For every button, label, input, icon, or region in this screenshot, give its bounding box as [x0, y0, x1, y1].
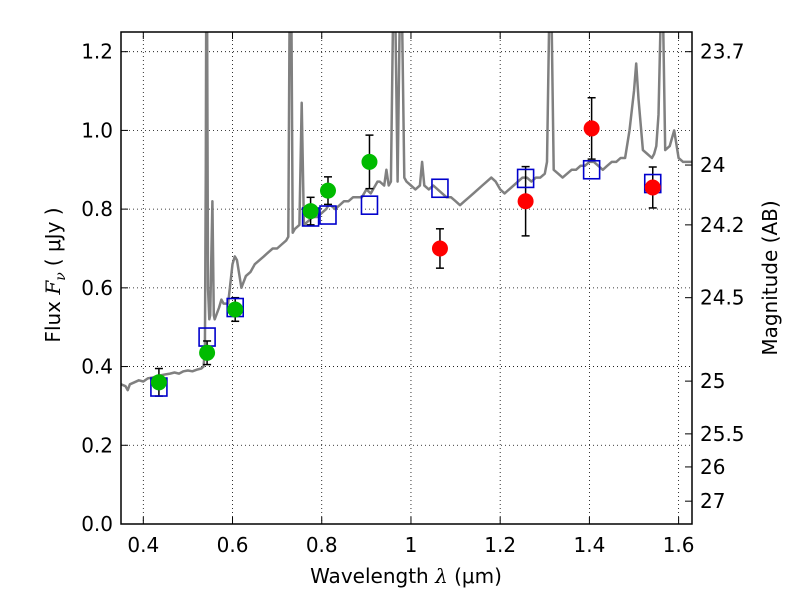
- y-tick-label: 1.0: [81, 118, 113, 142]
- y2-tick-label: 24.5: [700, 286, 745, 310]
- axis-ticks: [121, 32, 692, 525]
- y2-tick-label: 24.2: [700, 213, 745, 237]
- y-tick-label: 0.2: [81, 433, 113, 457]
- y-tick-label: 0.8: [81, 197, 113, 221]
- model-square-marker: [360, 195, 379, 215]
- observed-point: [517, 193, 534, 210]
- y-axis-title: Flux Fν( μJy ): [41, 207, 69, 342]
- observed-point: [227, 301, 244, 318]
- y-tick-label: 0.6: [81, 276, 113, 300]
- observed-point: [150, 374, 167, 391]
- x-tick-label: 0.4: [127, 533, 159, 557]
- data-markers: [150, 120, 662, 397]
- x-axis-title: Wavelength λ (μm): [310, 564, 502, 588]
- observed-point: [431, 240, 448, 257]
- observed-point: [644, 179, 661, 196]
- y-tick-label: 1.2: [81, 40, 113, 64]
- observed-point: [361, 153, 378, 170]
- spectrum-line: [121, 32, 692, 392]
- model-square-marker: [516, 168, 535, 189]
- y2-axis-title: Magnitude (AB): [758, 200, 782, 355]
- y2-tick-label: 23.7: [700, 40, 745, 64]
- model-spectrum: [121, 32, 692, 392]
- x-tick-label: 1.6: [663, 533, 695, 557]
- x-tick-label: 1.2: [484, 533, 516, 557]
- axis-tick-labels: 0.4 0.6 0.8 1 1.2 1.4 1.6 0.0 0.2 0.4 0.6 0.8 1.0 1.2…: [81, 40, 744, 557]
- y2-tick-label: 27: [700, 489, 725, 513]
- x-tick-label: 0.6: [217, 533, 249, 557]
- x-tick-label: 1.4: [573, 533, 605, 557]
- y2-tick-label: 26: [700, 455, 725, 479]
- y2-tick-label: 24: [700, 153, 725, 177]
- x-tick-label: 1: [405, 533, 418, 557]
- observed-point: [302, 203, 319, 220]
- observed-point: [583, 120, 600, 137]
- observed-point: [199, 344, 216, 361]
- y-tick-label: 0.0: [81, 512, 113, 536]
- model-square-marker: [431, 178, 449, 199]
- y2-tick-label: 25: [700, 369, 725, 393]
- y2-tick-label: 25.5: [700, 422, 745, 446]
- error-bars: [154, 96, 657, 397]
- y-tick-label: 0.4: [81, 355, 113, 379]
- model-square-marker: [582, 159, 601, 180]
- observed-point: [319, 182, 336, 199]
- plot-frame: [120, 31, 693, 525]
- model-square-marker: [319, 205, 337, 225]
- x-tick-label: 0.8: [306, 533, 338, 557]
